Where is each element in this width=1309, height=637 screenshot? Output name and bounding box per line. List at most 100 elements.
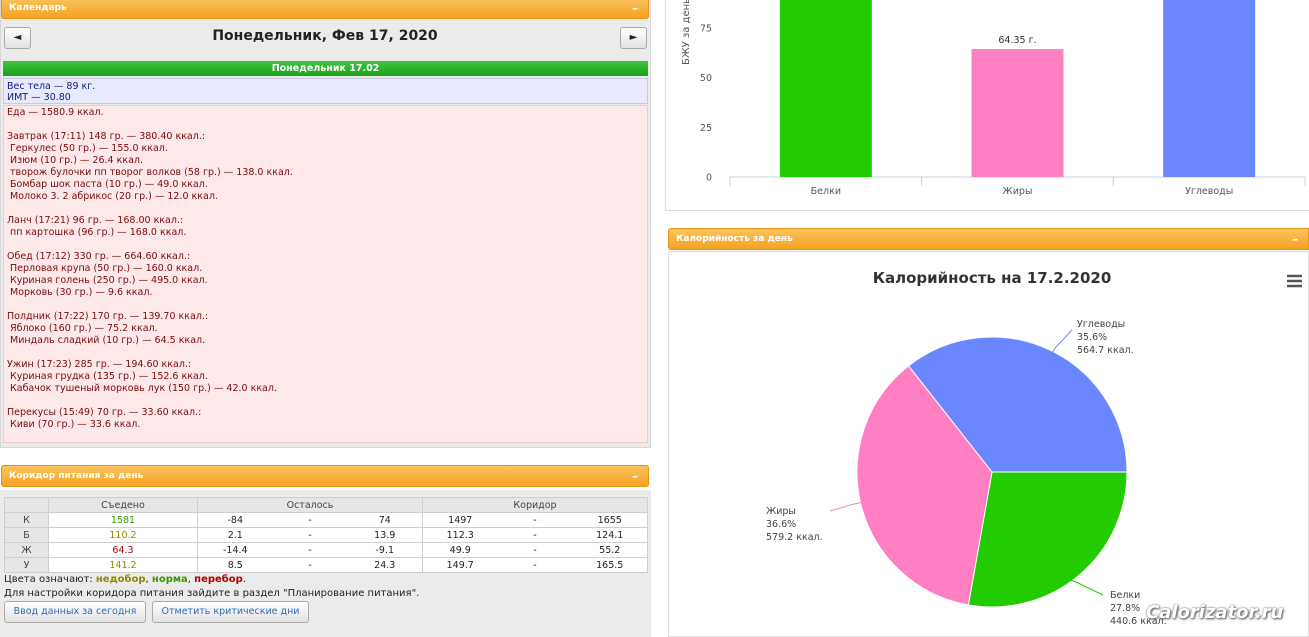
body-box: Вес тела — 89 кг. ИМТ — 30.80: [3, 78, 648, 104]
slice-kcal: 440.6 ккал.: [1110, 616, 1167, 627]
bmi: ИМТ — 30.80: [7, 92, 71, 103]
legend-item: недобор: [95, 574, 146, 585]
eaten-cell: 110.2: [48, 527, 198, 543]
meal-item: Геркулес (50 гр.) — 155.0 ккал.: [10, 143, 168, 154]
legend-punct: ,: [145, 574, 149, 585]
collapse-icon[interactable]: –: [1292, 232, 1298, 246]
separator: -: [497, 527, 573, 543]
bar-chart: БЖУ за день 0 25 50 75 Белки Жиры 64.35 г. Углев…: [681, 0, 1306, 197]
y-tick-label: 75: [700, 23, 712, 34]
collapse-icon[interactable]: –: [632, 469, 638, 483]
collapse-icon[interactable]: –: [632, 1, 638, 15]
x-tick-label: Углеводы: [1185, 186, 1233, 197]
corridor-header[interactable]: Коридор питания за день –: [1, 465, 649, 487]
watermark: Calorizator.ru: [1146, 602, 1284, 623]
header-title: Калорийность за день: [676, 234, 793, 244]
bar: [971, 49, 1064, 177]
x-tick-label: Белки: [811, 186, 841, 197]
left-max: -9.1: [347, 542, 423, 558]
day-bar: Понедельник 17.02: [3, 61, 648, 76]
x-tick-label: Жиры: [1003, 186, 1033, 197]
meal-item: Изюм (10 гр.) — 26.4 ккал.: [10, 155, 144, 166]
meal-item: Бомбар шок паста (10 гр.) — 49.0 ккал.: [10, 179, 208, 190]
pie-chart: Калорийность на 17.2.2020 Белки 27.8% 440.6…: [766, 269, 1302, 627]
range-max: 55.2: [572, 542, 648, 558]
meal-item: Миндаль сладкий (10 гр.) — 64.5 ккал.: [10, 335, 206, 346]
separator: -: [497, 542, 573, 558]
table-row: У 141.2 8.5-24.3 149.7-165.5: [4, 557, 648, 573]
slice-percent: 36.6%: [766, 519, 796, 530]
slice-percent: 27.8%: [1110, 603, 1140, 614]
label-connector: [829, 501, 865, 512]
eaten-cell: 141.2: [48, 557, 198, 573]
separator: -: [272, 557, 348, 573]
next-button[interactable]: ►: [620, 27, 647, 49]
meal-item: Молоко 3. 2 абрикос (20 гр.) — 12.0 ккал…: [10, 191, 218, 202]
corridor-table: Съедено Осталось Коридор К 1581 -84-74 1497-1…: [4, 497, 648, 573]
range-min: 49.9: [422, 542, 498, 558]
critical-days-button[interactable]: Отметить критические дни: [152, 601, 309, 623]
left-max: 74: [347, 512, 423, 528]
calendar-header[interactable]: Календарь –: [1, 0, 649, 19]
header-title: Календарь: [9, 3, 67, 13]
range-max: 124.1: [572, 527, 648, 543]
chart-title: Калорийность на 17.2.2020: [873, 269, 1112, 287]
pie-header[interactable]: Калорийность за день –: [668, 228, 1309, 250]
meal-header: Ланч (17:21) 96 гр. — 168.00 ккал.:: [7, 215, 184, 226]
row-label: Б: [4, 527, 49, 543]
row-label: У: [4, 557, 49, 573]
bar: [779, 0, 872, 177]
header-title: Коридор питания за день: [9, 471, 144, 481]
table-row: К 1581 -84-74 1497-1655: [4, 512, 648, 528]
slice-percent: 35.6%: [1077, 332, 1107, 343]
legend-punct: ,: [187, 574, 191, 585]
separator: -: [497, 557, 573, 573]
y-tick-label: 0: [706, 173, 712, 184]
label-connector: [1067, 578, 1104, 596]
left-min: -84: [197, 512, 273, 528]
legend-prefix: Цвета означают:: [4, 574, 93, 585]
left-max: 13.9: [347, 527, 423, 543]
separator: -: [497, 512, 573, 528]
legend-punct: .: [242, 574, 246, 585]
range-min: 149.7: [422, 557, 498, 573]
meal-header: Завтрак (17:11) 148 гр. — 380.40 ккал.:: [7, 131, 206, 142]
range-min: 1497: [422, 512, 498, 528]
separator: -: [272, 512, 348, 528]
label-connector: [1049, 329, 1073, 357]
slice-kcal: 564.7 ккал.: [1077, 345, 1134, 356]
y-tick-label: 25: [700, 123, 712, 134]
y-axis-label: БЖУ за день: [681, 0, 692, 65]
value-label: 64.35 г.: [998, 35, 1036, 46]
eaten-cell: 64.3: [48, 542, 198, 558]
slice-name: Жиры: [766, 506, 796, 517]
enter-data-button[interactable]: Ввод данных за сегодня: [4, 601, 146, 623]
column-header: Коридор: [422, 497, 648, 513]
meal-item: Перловая крупа (50 гр.) — 160.0 ккал.: [10, 263, 203, 274]
menu-icon[interactable]: [1287, 274, 1302, 288]
legend-item: перебор: [194, 574, 243, 585]
table-row: Ж 64.3 -14.4- -9.1 49.9-55.2: [4, 542, 648, 558]
meal-item: Морковь (30 гр.) — 9.6 ккал.: [10, 287, 153, 298]
pie-slice: [856, 365, 993, 606]
range-max: 165.5: [572, 557, 648, 573]
meal-item: пп картошка (96 гр.) — 168.0 ккал.: [10, 227, 187, 238]
left-min: 8.5: [197, 557, 273, 573]
y-tick-label: 50: [700, 73, 712, 84]
row-label: К: [4, 512, 49, 528]
meal-item: Яблоко (160 гр.) — 75.2 ккал.: [10, 323, 158, 334]
pie-slice: [907, 336, 1128, 473]
slice-name: Углеводы: [1077, 319, 1125, 330]
date-title: Понедельник, Фев 17, 2020: [212, 28, 438, 44]
table-row: Б 110.2 2.1-13.9 112.3-124.1: [4, 527, 648, 543]
column-header: Съедено: [48, 497, 198, 513]
diary-box: Еда — 1580.9 ккал. Завтрак (17:11) 148 г…: [3, 105, 648, 443]
legend-item: норма: [151, 574, 188, 585]
meal-header: Ужин (17:23) 285 гр. — 194.60 ккал.:: [7, 359, 192, 370]
separator: -: [272, 527, 348, 543]
meal-item: Киви (70 гр.) — 33.6 ккал.: [10, 419, 141, 430]
separator: -: [272, 542, 348, 558]
eaten-cell: 1581: [48, 512, 198, 528]
prev-button[interactable]: ◄: [4, 27, 31, 49]
